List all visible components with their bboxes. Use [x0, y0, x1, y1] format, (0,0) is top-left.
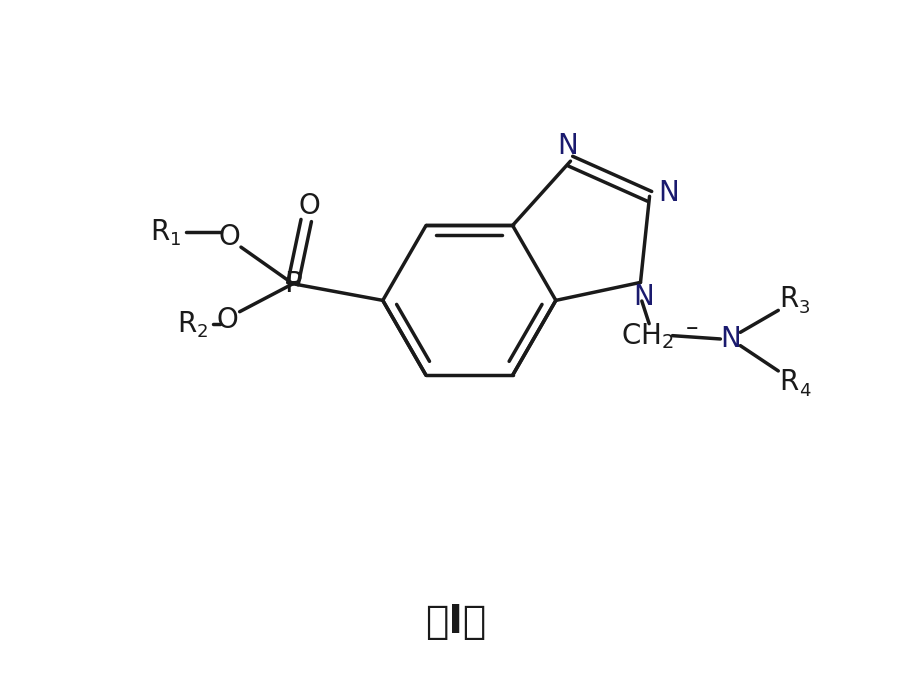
Text: O: O	[218, 223, 240, 251]
Text: R: R	[779, 368, 798, 396]
Text: O: O	[298, 192, 320, 220]
Text: R: R	[779, 285, 798, 313]
Text: N: N	[657, 179, 678, 207]
Text: O: O	[217, 306, 239, 334]
Text: N: N	[633, 283, 653, 311]
Text: –: –	[685, 315, 698, 340]
Text: 1: 1	[169, 231, 181, 249]
Text: 3: 3	[798, 299, 810, 317]
Text: N: N	[719, 325, 740, 353]
Text: 4: 4	[798, 382, 810, 400]
Text: P: P	[284, 270, 302, 298]
Text: R: R	[177, 309, 196, 338]
Text: R: R	[150, 218, 169, 247]
Text: N: N	[557, 133, 577, 160]
Text: 2: 2	[197, 323, 208, 340]
Text: 【I】: 【I】	[425, 603, 486, 641]
Text: CH$_2$: CH$_2$	[620, 321, 673, 350]
